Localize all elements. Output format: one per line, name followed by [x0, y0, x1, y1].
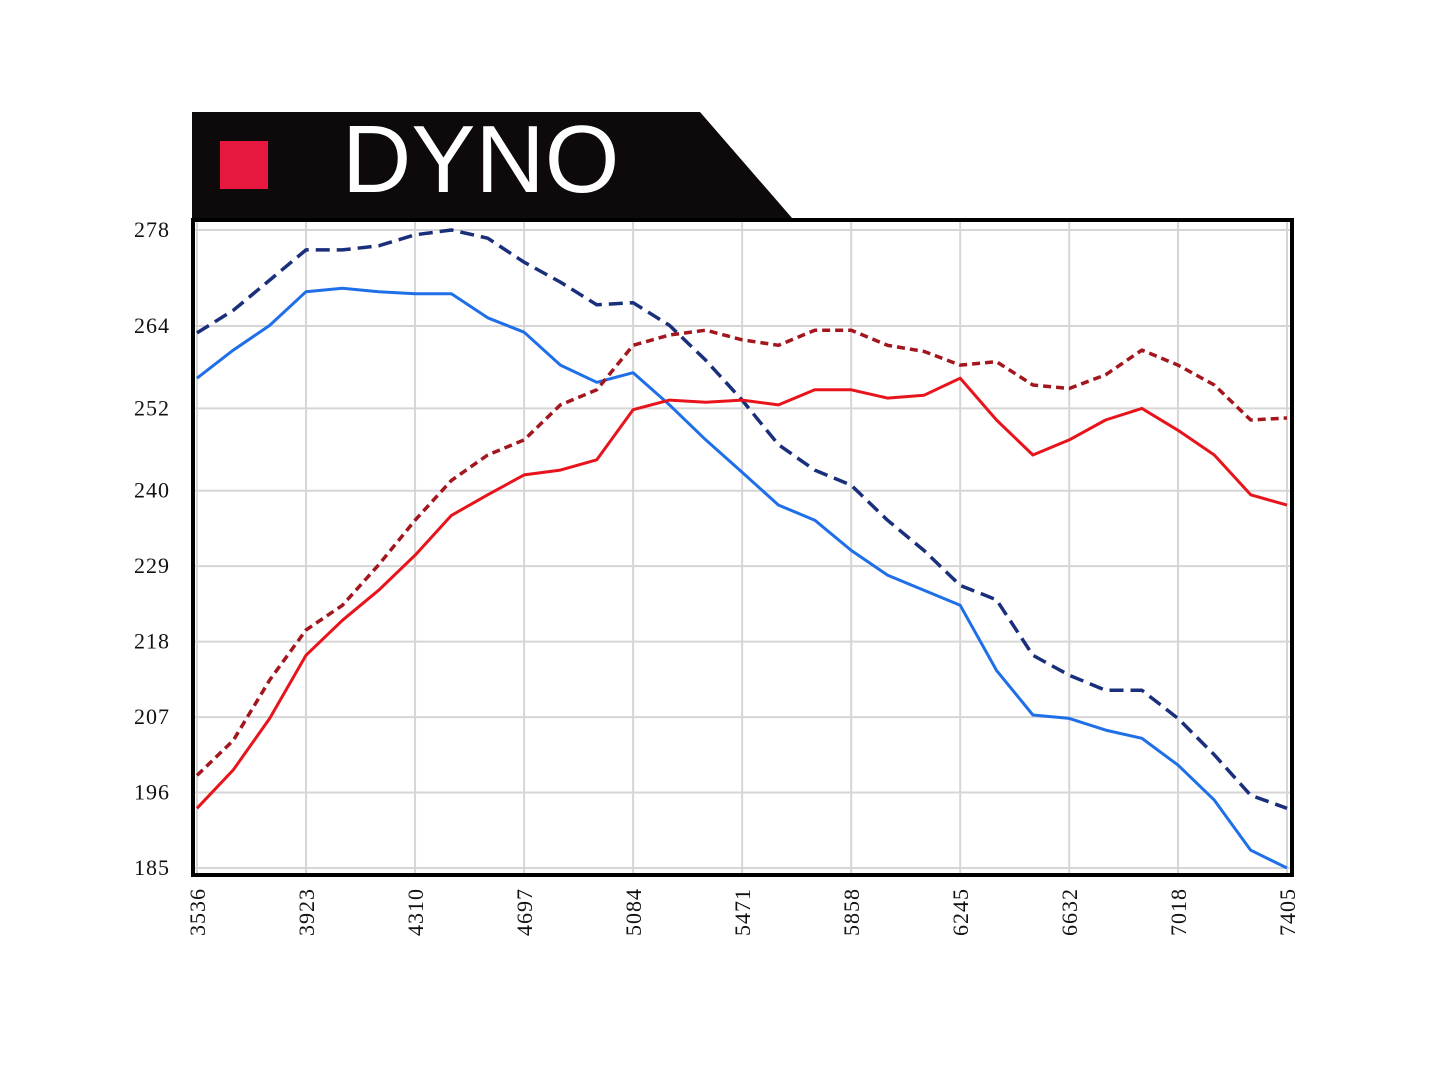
- y-tick-label: 240: [134, 478, 170, 503]
- x-tick-label: 3923: [294, 888, 319, 936]
- x-tick-label: 7405: [1275, 888, 1300, 936]
- x-tick-label: 5084: [621, 888, 646, 936]
- chart-title: DYNO: [342, 106, 619, 213]
- y-tick-label: 196: [134, 780, 170, 805]
- data-line: [195, 328, 1288, 777]
- x-tick-label: 5858: [839, 888, 864, 936]
- title-marker: [220, 141, 268, 189]
- y-tick-label: 278: [134, 217, 170, 242]
- y-tick-label: 207: [134, 704, 170, 729]
- data-line: [196, 286, 1288, 870]
- x-tick-label: 6632: [1057, 888, 1082, 936]
- x-tick-label: 3536: [185, 888, 210, 936]
- tick-labels: 185 196 207 218 229 240 252 264 278 3536 3923 4310 4…: [134, 217, 1300, 936]
- y-tick-label: 185: [134, 855, 170, 880]
- x-tick-label: 4310: [403, 888, 428, 936]
- y-tick-label: 252: [134, 395, 170, 420]
- y-tick-label: 264: [134, 313, 170, 338]
- x-tick-label: 5471: [730, 888, 755, 936]
- data-line: [195, 376, 1288, 810]
- y-tick-label: 229: [134, 553, 170, 578]
- x-tick-label: 7018: [1166, 888, 1191, 936]
- x-tick-label: 4697: [512, 888, 537, 936]
- grid: [193, 220, 1292, 875]
- plot-frame: [191, 218, 1294, 877]
- x-tick-label: 6245: [948, 888, 973, 936]
- plot-lines: [195, 228, 1288, 870]
- y-tick-label: 218: [134, 629, 170, 654]
- title-banner: [192, 112, 792, 218]
